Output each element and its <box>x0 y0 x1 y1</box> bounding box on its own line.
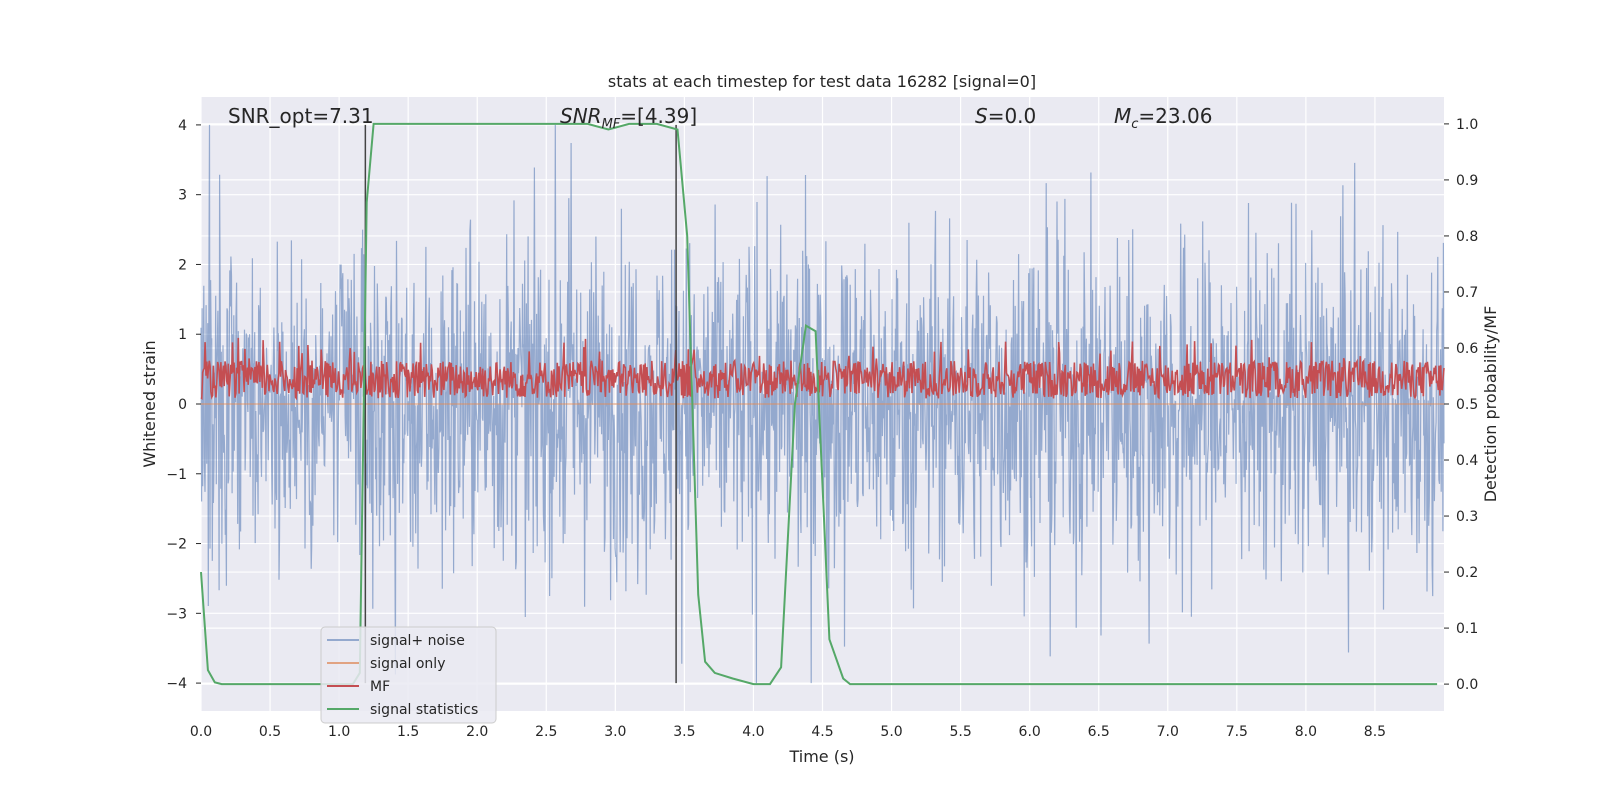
x-tick-label: 0.5 <box>259 724 281 740</box>
y-right-tick-label: 0.3 <box>1456 509 1478 525</box>
y-right-tick-label: 0.2 <box>1456 565 1478 581</box>
y-tick-label: 1 <box>178 327 187 343</box>
y-tick-label: 3 <box>178 188 187 204</box>
y-tick-label: −1 <box>166 467 187 483</box>
x-axis-label: Time (s) <box>788 747 854 766</box>
x-tick-label: 8.5 <box>1364 724 1386 740</box>
legend-label-mf: MF <box>370 679 390 695</box>
x-tick-labels: 0.0 0.5 1.0 1.5 2.0 2.5 3.0 3.5 4.0 4.5 5.0 5.5 6.0 6… <box>190 724 1386 740</box>
x-tick-label: 6.0 <box>1019 724 1041 740</box>
annotation-snr-mf: SNRMF=[4.39] <box>560 104 697 132</box>
y-tick-label: −2 <box>166 537 187 553</box>
x-tick-label: 3.0 <box>604 724 626 740</box>
x-tick-label: 7.5 <box>1226 724 1248 740</box>
legend-label-signal-only: signal only <box>370 656 445 672</box>
y-right-tick-label: 0.0 <box>1456 677 1478 693</box>
legend-label-signal-noise: signal+ noise <box>370 633 465 649</box>
y-axis-label: Whitened strain <box>140 340 159 467</box>
mf-series <box>200 337 1445 401</box>
x-tick-label: 5.0 <box>880 724 902 740</box>
y-tick-label: 0 <box>178 397 187 413</box>
y-right-axis-label: Detection probability/MF <box>1481 306 1500 503</box>
x-tick-label: 8.0 <box>1295 724 1317 740</box>
y-tick-label: −4 <box>166 676 187 692</box>
x-tick-label: 4.5 <box>811 724 833 740</box>
y-right-tick-labels: 0.0 0.1 0.2 0.3 0.4 0.5 0.6 0.7 0.8 0.9 1.0 <box>1444 117 1478 693</box>
mf-line <box>200 337 1445 401</box>
y-right-tick-label: 0.9 <box>1456 173 1478 189</box>
y-right-tick-label: 0.8 <box>1456 229 1478 245</box>
y-right-tick-label: 0.4 <box>1456 453 1478 469</box>
annotation-s: S=0.0 <box>975 104 1036 128</box>
x-tick-label: 4.0 <box>742 724 764 740</box>
chart-title: stats at each timestep for test data 162… <box>608 72 1036 91</box>
x-tick-label: 7.0 <box>1157 724 1179 740</box>
y-tick-label: 4 <box>178 118 187 134</box>
signal-noise-line <box>200 124 1445 684</box>
x-tick-label: 3.5 <box>673 724 695 740</box>
x-tick-label: 6.5 <box>1088 724 1110 740</box>
x-tick-label: 1.0 <box>328 724 350 740</box>
legend: signal+ noise signal only MF signal stat… <box>320 626 497 724</box>
x-tick-label: 0.0 <box>190 724 212 740</box>
x-tick-label: 1.5 <box>397 724 419 740</box>
x-tick-label: 2.0 <box>466 724 488 740</box>
vertical-markers <box>364 124 677 684</box>
legend-label-signal-statistics: signal statistics <box>370 702 478 718</box>
y-right-tick-label: 0.5 <box>1456 397 1478 413</box>
signal-noise-series <box>200 124 1445 684</box>
y-right-tick-label: 0.1 <box>1456 621 1478 637</box>
annotation-mc: Mc=23.06 <box>1114 104 1212 132</box>
y-tick-label: 2 <box>178 257 187 273</box>
annotation-snr-opt: SNR_opt=7.31 <box>228 104 374 128</box>
y-tick-label: −3 <box>166 606 187 622</box>
x-tick-label: 2.5 <box>535 724 557 740</box>
y-right-tick-label: 1.0 <box>1456 117 1478 133</box>
annotations: SNR_opt=7.31 SNRMF=[4.39] S=0.0 Mc=23.06 <box>228 104 1212 132</box>
y-right-tick-label: 0.6 <box>1456 341 1478 357</box>
x-tick-label: 5.5 <box>949 724 971 740</box>
y-tick-labels: −4 −3 −2 −1 0 1 2 3 4 <box>166 118 201 692</box>
legend-box <box>320 626 497 724</box>
y-right-tick-label: 0.7 <box>1456 285 1478 301</box>
